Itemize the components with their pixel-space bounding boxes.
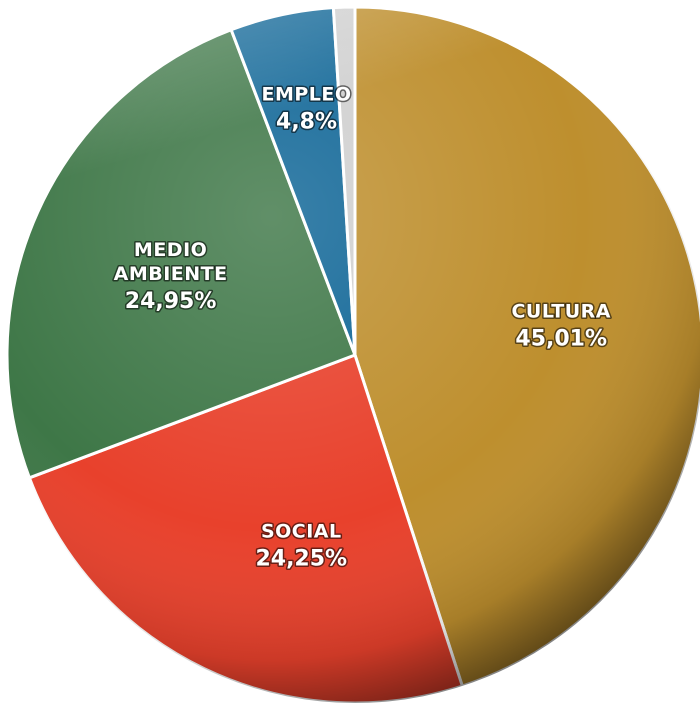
slice-value-social: 24,25% <box>255 546 347 571</box>
slice-value-medio-ambiente: 24,95% <box>125 289 217 314</box>
slice-label-social: SOCIAL 24,25% <box>254 519 349 573</box>
slice-name-empleo: EMPLEO <box>261 84 351 106</box>
slice-label-empleo: EMPLEO 4,8% <box>260 82 353 136</box>
slice-name-cultura: CULTURA <box>511 300 611 322</box>
pie-slices <box>5 5 700 705</box>
slice-value-cultura: 45,01% <box>515 326 607 351</box>
slice-name-social: SOCIAL <box>261 520 342 542</box>
slice-label-cultura: CULTURA 45,01% <box>510 299 612 353</box>
slice-name-medio-ambiente-2: AMBIENTE <box>114 263 228 285</box>
slice-name-medio-ambiente-1: MEDIO <box>134 239 207 261</box>
slice-value-empleo: 4,8% <box>276 110 337 135</box>
